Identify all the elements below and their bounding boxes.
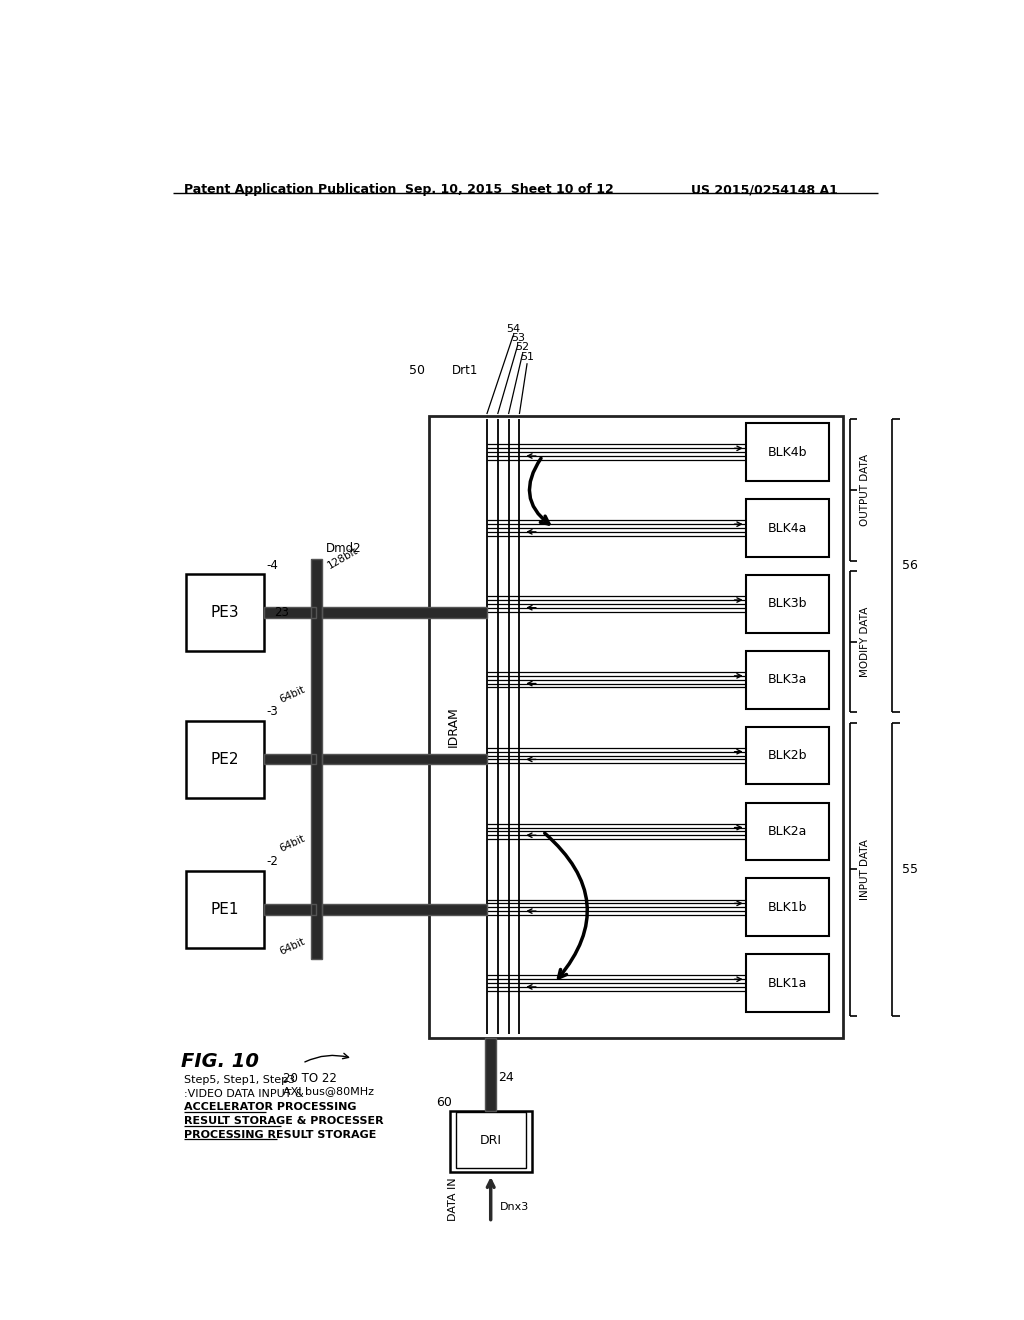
Bar	[745, 651, 829, 709]
Text: ACCELERATOR PROCESSING: ACCELERATOR PROCESSING	[183, 1102, 356, 1113]
Text: BLK3a: BLK3a	[768, 673, 807, 686]
Text: 53: 53	[511, 333, 525, 343]
Text: BLK1a: BLK1a	[768, 977, 807, 990]
Bar	[322, 607, 486, 618]
Text: Sep. 10, 2015  Sheet 10 of 12: Sep. 10, 2015 Sheet 10 of 12	[406, 183, 614, 197]
Bar	[322, 904, 486, 915]
Text: BLK2b: BLK2b	[768, 748, 807, 762]
Bar	[745, 878, 829, 936]
Bar	[322, 904, 486, 915]
Bar	[745, 726, 829, 784]
Text: OUTPUT DATA: OUTPUT DATA	[859, 454, 869, 527]
Text: BLK3b: BLK3b	[768, 598, 807, 610]
Text: 60: 60	[436, 1097, 453, 1109]
Bar	[745, 424, 829, 480]
Text: 64bit: 64bit	[279, 685, 307, 705]
Text: Step5, Step1, Step3: Step5, Step1, Step3	[183, 1074, 295, 1085]
Bar	[263, 904, 316, 915]
Text: DATA IN: DATA IN	[449, 1177, 458, 1221]
Bar	[745, 954, 829, 1012]
Text: RESULT STORAGE & PROCESSER: RESULT STORAGE & PROCESSER	[183, 1117, 383, 1126]
Bar	[263, 607, 316, 618]
Text: 20 TO 22: 20 TO 22	[283, 1072, 337, 1085]
Text: PE3: PE3	[211, 605, 240, 620]
Bar	[322, 754, 486, 764]
Text: PROCESSING RESULT STORAGE: PROCESSING RESULT STORAGE	[183, 1130, 376, 1140]
Bar	[745, 803, 829, 861]
Bar	[263, 904, 316, 915]
Text: 54: 54	[506, 323, 520, 334]
Bar	[745, 499, 829, 557]
Text: MODIFY DATA: MODIFY DATA	[859, 607, 869, 677]
Text: 50: 50	[409, 364, 425, 378]
Text: :VIDEO DATA INPUT &: :VIDEO DATA INPUT &	[183, 1089, 303, 1098]
Bar	[429, 416, 844, 1038]
Text: DRI: DRI	[479, 1134, 502, 1147]
Text: 128bit: 128bit	[326, 545, 359, 570]
Bar	[745, 576, 829, 632]
Bar	[263, 607, 316, 618]
Text: Patent Application Publication: Patent Application Publication	[183, 183, 396, 197]
Bar	[456, 1113, 525, 1168]
Text: Dmd2: Dmd2	[326, 543, 361, 554]
Text: BLK4a: BLK4a	[768, 521, 807, 535]
Text: -2: -2	[266, 855, 278, 869]
Bar	[186, 574, 263, 651]
Text: 51: 51	[520, 351, 535, 362]
Bar	[322, 607, 486, 618]
Bar	[311, 558, 322, 960]
Text: BLK2a: BLK2a	[768, 825, 807, 838]
Text: PE2: PE2	[211, 751, 240, 767]
Text: INPUT DATA: INPUT DATA	[859, 840, 869, 900]
Text: BLK4b: BLK4b	[768, 446, 807, 458]
Text: 23: 23	[274, 606, 289, 619]
Text: 55: 55	[902, 863, 919, 875]
Text: 64bit: 64bit	[279, 936, 307, 957]
Bar	[186, 871, 263, 948]
Bar	[311, 558, 322, 960]
Text: -4: -4	[266, 558, 278, 572]
Text: 52: 52	[515, 342, 529, 352]
Text: BLK1b: BLK1b	[768, 900, 807, 913]
Text: AXI bus@80MHz: AXI bus@80MHz	[283, 1086, 374, 1096]
Bar	[263, 754, 316, 764]
Bar	[263, 754, 316, 764]
Text: FIG. 10: FIG. 10	[180, 1052, 259, 1071]
Bar	[485, 1038, 496, 1111]
Text: IDRAM: IDRAM	[447, 706, 460, 747]
Text: -3: -3	[266, 705, 278, 718]
Bar	[186, 721, 263, 797]
Text: 24: 24	[499, 1071, 514, 1084]
Text: Dnx3: Dnx3	[500, 1203, 529, 1212]
Text: 56: 56	[902, 560, 919, 573]
Text: 64bit: 64bit	[279, 833, 307, 854]
Bar	[322, 754, 486, 764]
Text: US 2015/0254148 A1: US 2015/0254148 A1	[690, 183, 838, 197]
Text: Drt1: Drt1	[452, 364, 478, 378]
Bar	[485, 1038, 496, 1111]
Text: PE1: PE1	[211, 902, 240, 916]
Bar	[450, 1111, 531, 1172]
